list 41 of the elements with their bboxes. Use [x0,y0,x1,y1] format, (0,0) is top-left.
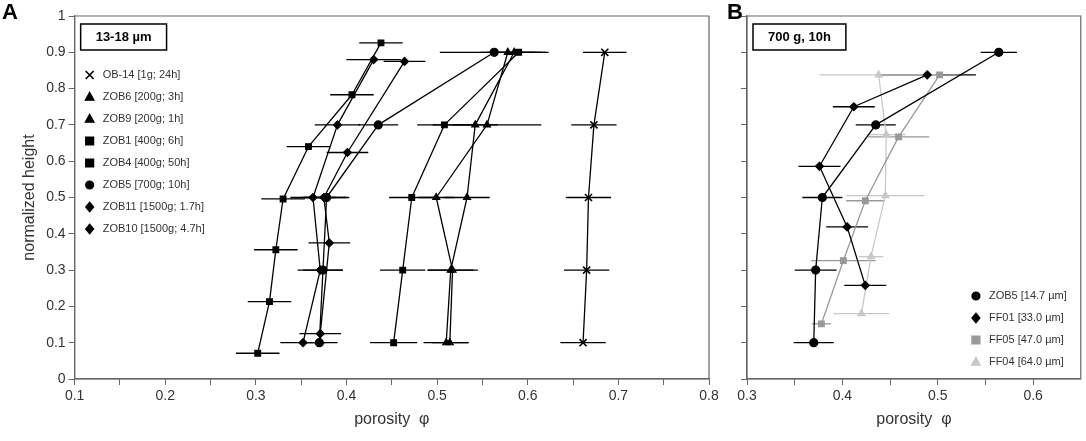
y-tick-label: 1 [57,6,66,23]
legend-label: ZOB5 [14.7 µm] [988,289,1067,302]
legend-label: ZOB5 [700g; 10h] [102,178,190,191]
legend-label: ZOB11 [1500g; 1.7h] [102,200,204,213]
x-tick-label: 0.4 [832,387,853,404]
x-tick-label: 0.6 [518,387,538,404]
y-tick-label: 0.5 [46,188,66,205]
x-tick-label: 0.3 [246,387,266,404]
x-tick-label: 0.7 [608,387,629,404]
y-tick-label: 0.1 [46,333,66,350]
y-tick-label: 0 [57,369,66,386]
x-tick-label: 0.8 [699,387,719,404]
legend-label: OB-14 [1g; 24h] [102,68,181,81]
y-tick-label: 0.2 [46,297,66,314]
legend-label: FF05 [47.0 µm] [988,333,1064,346]
legend-label: ZOB6 [200g; 3h] [102,90,184,103]
x-tick-label: 0.4 [336,387,357,404]
y-tick-label: 0.6 [46,152,66,169]
x-axis-title: porosity φ [354,409,430,427]
chart-title: B [727,0,743,25]
legend-label: ZOB4 [400g; 50h] [102,156,190,169]
x-tick-label: 0.5 [928,387,948,404]
y-tick-label: 0.9 [46,43,66,60]
annotation: 13-18 µm [95,28,152,44]
y-tick-label: 0.8 [46,79,66,96]
x-tick-label: 0.6 [1023,387,1044,404]
x-axis-title: porosity φ [876,409,952,427]
y-tick-label: 0.3 [46,260,66,277]
legend-label: FF01 [33.0 µm] [988,311,1064,324]
y-tick-label: 0.4 [46,224,66,241]
legend-label: FF04 [64.0 µm] [988,355,1064,368]
x-tick-label: 0.2 [155,387,176,404]
annotation: 700 g, 10h [768,28,831,44]
y-tick-label: 0.7 [46,115,66,132]
legend-label: ZOB9 [200g; 1h] [102,112,184,125]
legend-label: ZOB10 [1500g; 4.7h] [102,222,205,235]
x-tick-label: 0.5 [427,387,448,404]
legend-label: ZOB1 [400g; 6h] [102,134,184,147]
chart-title: A [2,0,18,25]
y-axis-title: normalized height [20,133,38,261]
x-tick-label: 0.3 [737,387,757,404]
